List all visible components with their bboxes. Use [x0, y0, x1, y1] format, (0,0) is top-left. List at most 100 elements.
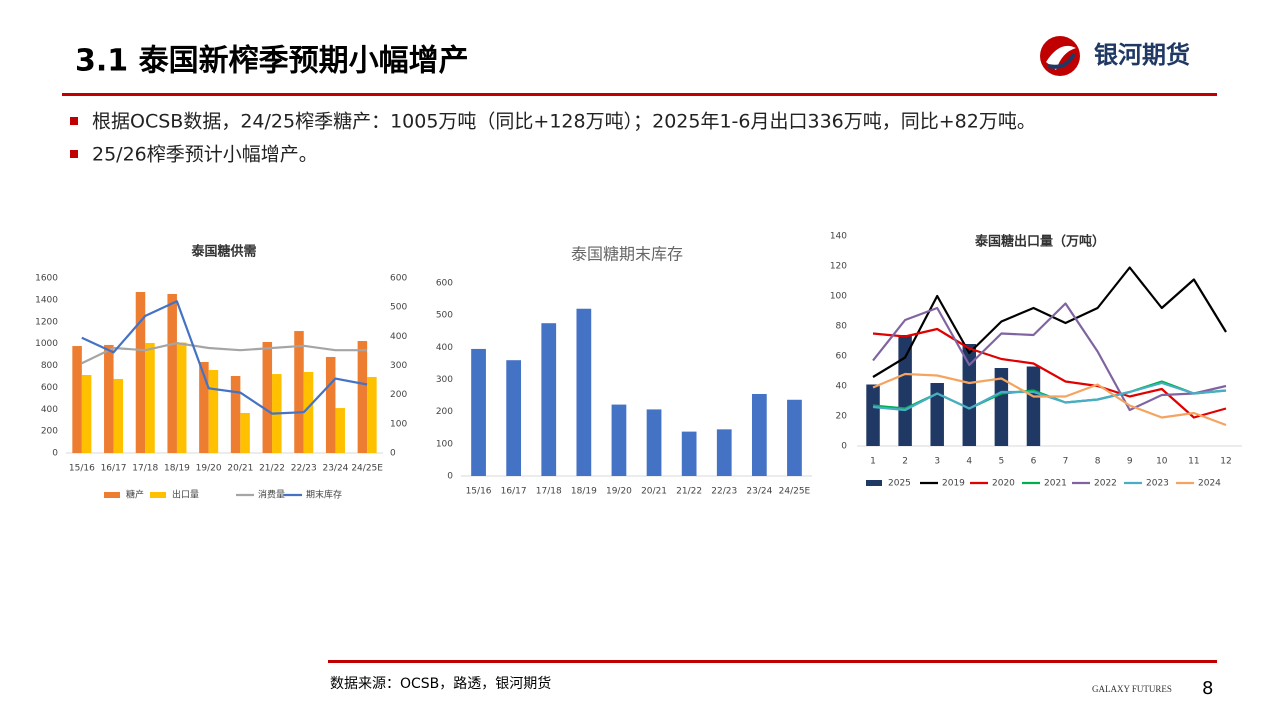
y2-tick-label: 400: [390, 332, 407, 342]
y-tick-label: 100: [436, 439, 453, 449]
y-tick-label: 200: [41, 427, 58, 437]
bar: [104, 344, 114, 453]
bar: [646, 409, 662, 476]
x-tick-label: 24/25E: [779, 487, 811, 497]
bar: [199, 362, 209, 453]
chart-title: 泰国糖出口量（万吨）: [974, 234, 1105, 250]
x-tick-label: 20/21: [227, 464, 253, 474]
x-tick-label: 1: [870, 457, 876, 467]
legend-swatch: [150, 492, 166, 498]
slide-title: 3.1 泰国新榨季预期小幅增产: [75, 44, 469, 79]
legend-label: 出口量: [172, 489, 199, 501]
bullet-icon: [70, 117, 78, 125]
logo-swoosh: [1047, 53, 1076, 69]
bar: [357, 341, 368, 453]
bar: [145, 342, 155, 453]
bullet: 根据OCSB数据，24/25榨季糖产：1005万吨（同比+128万吨）；2025…: [92, 111, 1036, 133]
x-tick-label: 21/22: [259, 464, 285, 474]
x-tick-label: 18/19: [571, 487, 597, 497]
y2-tick-label: 600: [390, 274, 407, 284]
bullet: 25/26榨季预计小幅增产。: [92, 144, 318, 166]
x-tick-label: 5: [999, 457, 1005, 467]
y-tick-label: 400: [41, 405, 58, 415]
bar: [930, 383, 944, 446]
y-tick-label: 120: [830, 262, 847, 272]
bar: [167, 293, 177, 453]
chart-title: 泰国糖供需: [190, 244, 256, 260]
bar: [1026, 366, 1041, 446]
x-tick-label: 6: [1031, 457, 1037, 467]
bar: [962, 344, 977, 446]
line-series: [81, 300, 368, 415]
x-tick-label: 22/23: [711, 487, 737, 497]
y2-tick-label: 200: [390, 390, 407, 400]
legend-label: 2019: [942, 479, 965, 489]
line-series: [872, 302, 1227, 412]
bar: [866, 384, 880, 446]
y-tick-label: 500: [436, 311, 453, 321]
bullet-icon: [70, 150, 78, 158]
y-tick-label: 40: [836, 382, 848, 392]
bar: [135, 292, 146, 453]
bar: [303, 371, 314, 453]
bar: [176, 342, 187, 453]
x-tick-label: 15/16: [466, 487, 492, 497]
x-tick-label: 20/21: [641, 487, 667, 497]
legend-label: 2023: [1146, 479, 1169, 489]
bar: [576, 308, 592, 476]
source: 数据来源：OCSB，路透，银河期货: [330, 675, 551, 692]
header-rule: [62, 93, 1217, 96]
legend-label: 2021: [1044, 479, 1067, 489]
x-tick-label: 11: [1188, 457, 1199, 467]
x-tick-label: 8: [1095, 457, 1101, 467]
bar: [681, 431, 697, 476]
x-tick-label: 16/17: [501, 487, 527, 497]
bar: [716, 429, 732, 476]
y-tick-label: 600: [436, 279, 453, 289]
y-tick-label: 0: [52, 449, 58, 459]
x-tick-label: 17/18: [132, 464, 158, 474]
legend-label: 期末库存: [306, 489, 342, 501]
y-tick-label: 400: [436, 343, 453, 353]
y-tick-label: 20: [836, 412, 848, 422]
y2-tick-label: 100: [390, 419, 407, 429]
line-series: [872, 266, 1227, 378]
bar: [471, 348, 486, 476]
legend-label: 2022: [1094, 479, 1117, 489]
x-tick-label: 3: [934, 457, 940, 467]
logo-swoosh: [1046, 45, 1076, 70]
bar: [751, 393, 767, 476]
legend-label: 2024: [1198, 479, 1221, 489]
bar: [294, 331, 304, 453]
footer-rule: [328, 660, 1217, 663]
x-tick-label: 23/24: [322, 464, 348, 474]
legend-label: 2025: [888, 479, 911, 489]
y-tick-label: 800: [41, 361, 58, 371]
x-tick-label: 22/23: [291, 464, 317, 474]
legend-swatch: [866, 480, 882, 486]
x-tick-label: 12: [1220, 457, 1231, 467]
bar: [335, 408, 345, 453]
y-tick-label: 60: [836, 352, 848, 362]
logo: 银河期货: [1040, 36, 1190, 76]
brand: GALAXY FUTURES: [1092, 684, 1172, 694]
x-tick-label: 17/18: [536, 487, 562, 497]
x-tick-label: 7: [1063, 457, 1069, 467]
x-tick-label: 2: [902, 457, 908, 467]
bar: [506, 360, 522, 476]
y2-tick-label: 0: [390, 449, 396, 459]
x-tick-label: 4: [966, 457, 972, 467]
y2-tick-label: 500: [390, 303, 407, 313]
bar: [81, 375, 92, 453]
y-tick-label: 0: [447, 472, 453, 482]
bar: [994, 368, 1009, 446]
bar: [325, 356, 336, 453]
x-tick-label: 10: [1156, 457, 1168, 467]
bar: [541, 323, 557, 476]
line-series: [81, 342, 368, 365]
y-tick-label: 300: [436, 375, 453, 385]
chart-title: 泰国糖期末库存: [571, 245, 683, 264]
x-tick-label: 19/20: [196, 464, 222, 474]
logo-text: 银河期货: [1094, 41, 1190, 69]
